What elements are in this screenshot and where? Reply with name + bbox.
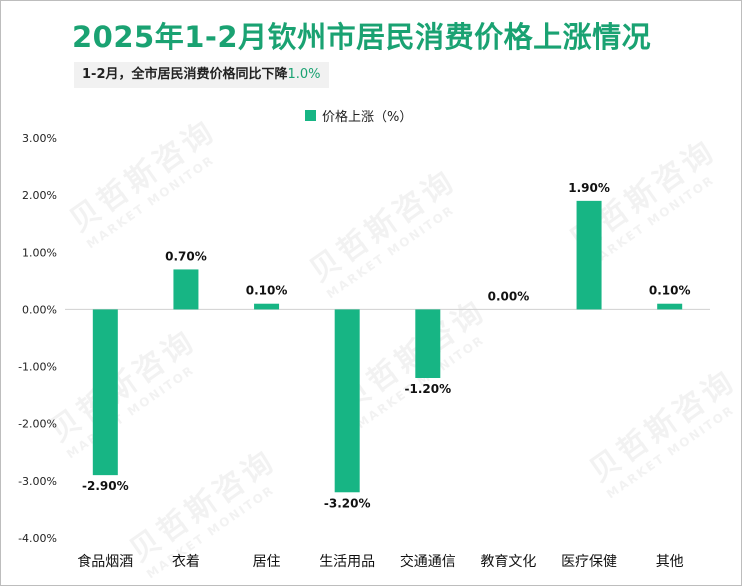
y-tick-label: -1.00%: [18, 361, 57, 374]
y-tick-label: 0.00%: [22, 303, 57, 316]
y-tick-label: 1.00%: [22, 246, 57, 259]
bar: [254, 303, 280, 310]
data-label: 0.10%: [246, 284, 288, 298]
bar: [576, 200, 602, 310]
bar: [92, 309, 118, 476]
data-label: -3.20%: [324, 496, 371, 510]
data-label: 0.10%: [649, 284, 691, 298]
y-tick-label: -4.00%: [18, 532, 57, 545]
data-label: 0.00%: [488, 289, 530, 303]
chart-title: 2025年1-2月钦州市居民消费价格上涨情况: [72, 20, 652, 54]
legend: 价格上涨（%）: [305, 106, 412, 125]
summary-note: 1-2月，全市居民消费价格同比下降1.0%: [74, 62, 329, 88]
legend-swatch: [305, 110, 316, 121]
category-label: 其他: [656, 554, 684, 570]
category-label: 食品烟酒: [77, 553, 133, 570]
legend-label: 价格上涨（%）: [322, 110, 413, 125]
y-tick-label: 2.00%: [22, 189, 57, 202]
y-tick-label: 3.00%: [22, 132, 57, 145]
summary-text: 1-2月，全市居民消费价格同比下降: [82, 67, 288, 82]
category-label: 教育文化: [480, 554, 536, 570]
category-label: 生活用品: [319, 554, 375, 570]
y-tick-label: -2.00%: [18, 418, 57, 431]
bar: [415, 309, 441, 378]
category-label: 医疗保健: [561, 554, 617, 570]
category-label: 交通通信: [400, 553, 456, 570]
summary-value: 1.0%: [287, 67, 321, 82]
bar: [173, 269, 199, 310]
category-label: 居住: [253, 554, 281, 570]
bar: [334, 309, 360, 493]
category-label: 衣着: [172, 554, 200, 570]
data-label: 1.90%: [568, 181, 610, 195]
y-tick-label: -3.00%: [18, 475, 57, 488]
data-label: -1.20%: [405, 382, 452, 396]
bar: [657, 303, 683, 310]
data-label: 0.70%: [165, 249, 207, 263]
data-label: -2.90%: [82, 479, 129, 493]
